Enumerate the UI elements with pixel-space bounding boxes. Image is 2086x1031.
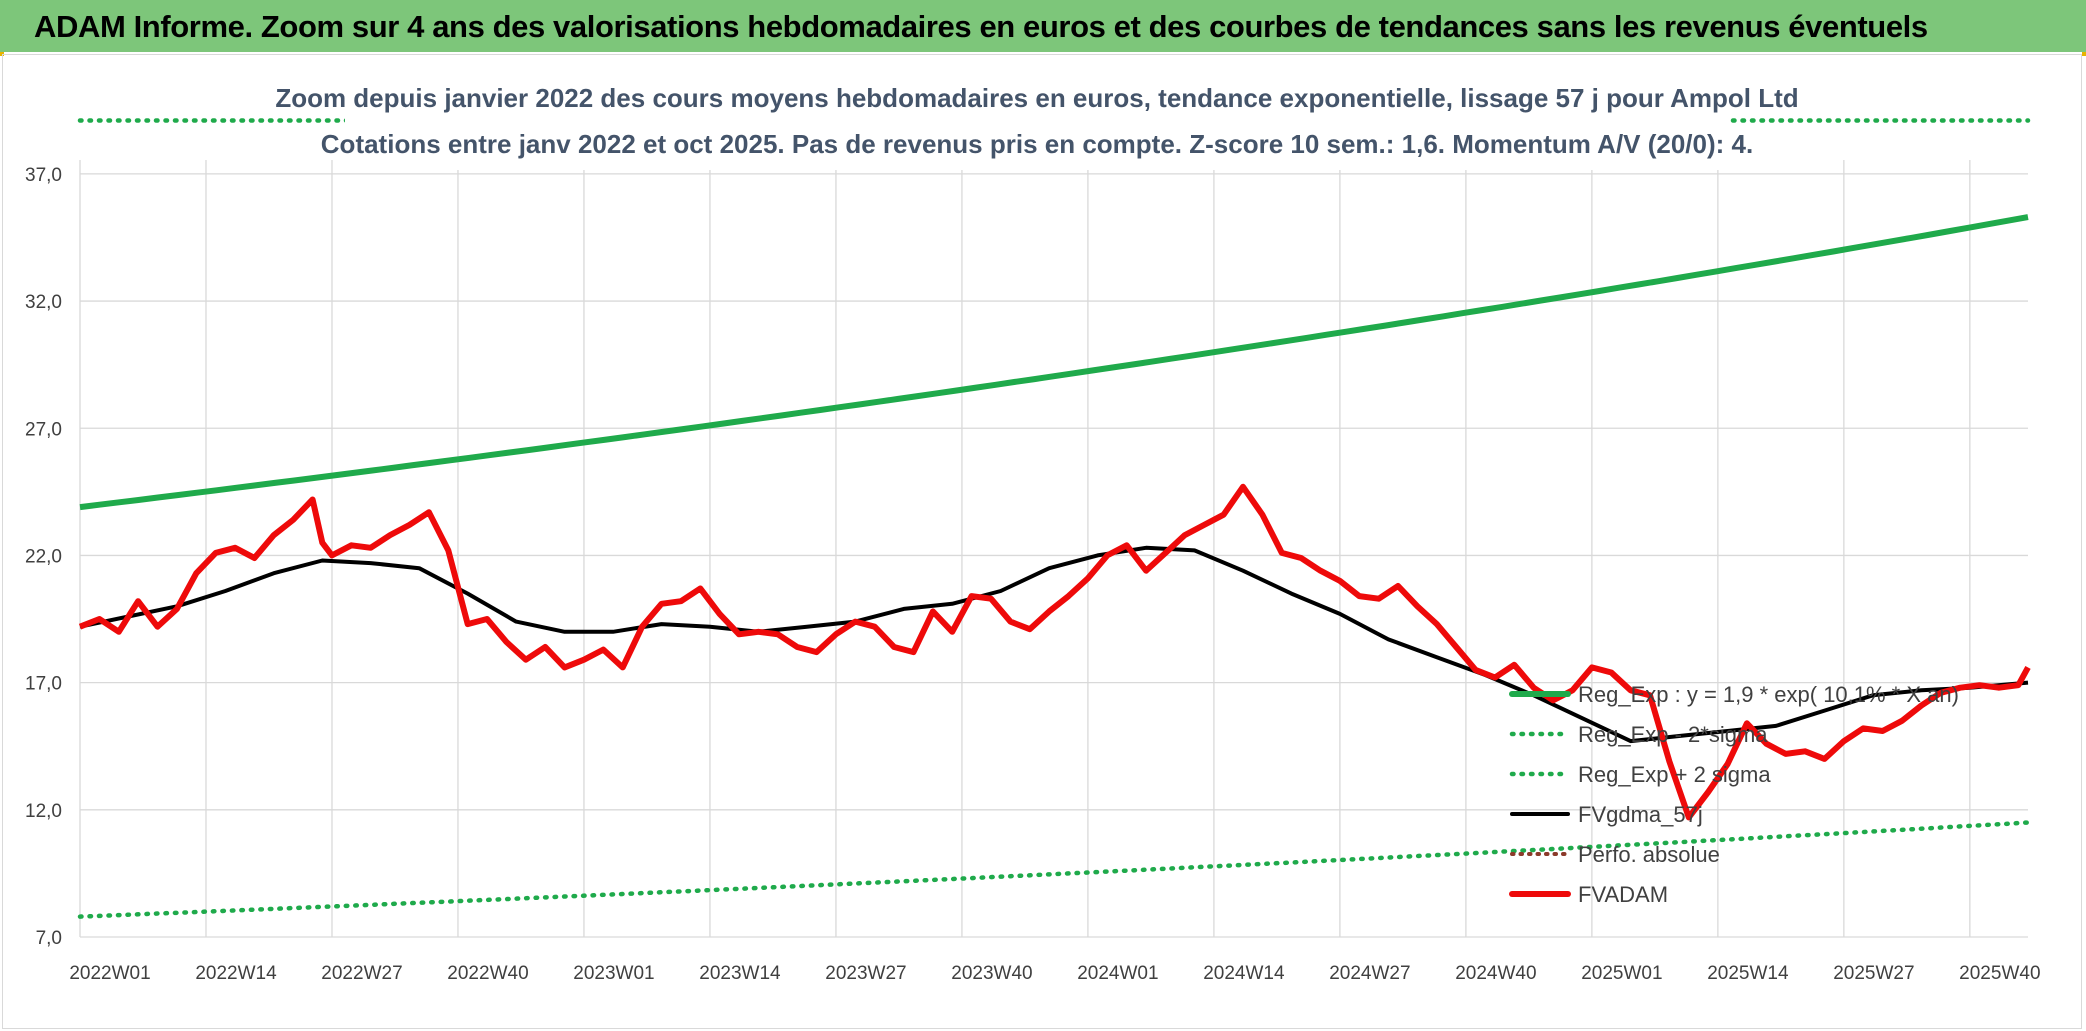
series-fvgdma-57j xyxy=(79,545,2029,744)
x-tick-label: 2022W27 xyxy=(321,963,402,984)
x-tick-label: 2024W40 xyxy=(1455,963,1536,984)
y-tick-label: 7,0 xyxy=(36,928,62,949)
series-layer xyxy=(77,214,2031,919)
y-tick-label: 12,0 xyxy=(25,801,62,822)
legend: Reg_Exp : y = 1,9 * exp( 10,1% * X an) Re… xyxy=(1509,682,1959,907)
y-tick-label: 32,0 xyxy=(25,292,62,313)
legend-label: Reg_Exp + 2 sigma xyxy=(1578,762,1771,787)
subtitle-background xyxy=(345,108,1730,170)
corner-marker-right xyxy=(2082,52,2086,56)
series-fvadam xyxy=(78,483,2031,821)
grid-layer xyxy=(79,160,2028,938)
legend-label: FVADAM xyxy=(1578,882,1668,907)
chart-subtitle-line2: Cotations entre janv 2022 et oct 2025. P… xyxy=(321,129,1753,159)
x-tick-label: 2022W14 xyxy=(195,963,277,984)
header-banner: ADAM Informe. Zoom sur 4 ans des valoris… xyxy=(0,0,2086,52)
legend-label: FVgdma_57j xyxy=(1578,802,1703,827)
x-tick-label: 2023W01 xyxy=(573,963,654,984)
legend-label: Reg_Exp - 2*sigma xyxy=(1578,722,1768,747)
x-tick-label: 2025W27 xyxy=(1833,963,1914,984)
x-tick-label: 2025W40 xyxy=(1959,963,2040,984)
x-tick-label: 2022W01 xyxy=(69,963,150,984)
x-tick-label: 2024W14 xyxy=(1203,963,1285,984)
y-tick-label: 27,0 xyxy=(25,419,62,440)
axis-labels: 7,0 12,0 17,0 22,0 27,0 32,0 37,0 2022W01 2022W1… xyxy=(25,165,2041,984)
chart-frame xyxy=(2,54,2082,1029)
x-tick-label: 2024W27 xyxy=(1329,963,1410,984)
x-tick-label: 2025W14 xyxy=(1707,963,1789,984)
x-tick-label: 2023W40 xyxy=(951,963,1032,984)
x-tick-label: 2024W01 xyxy=(1077,963,1158,984)
legend-label: Reg_Exp : y = 1,9 * exp( 10,1% * X an) xyxy=(1578,682,1959,707)
y-tick-label: 37,0 xyxy=(25,165,62,186)
series-reg-exp-minus-2sigma xyxy=(77,820,2031,919)
x-tick-label: 2023W14 xyxy=(699,963,781,984)
y-tick-label: 22,0 xyxy=(25,546,62,567)
y-tick-label: 17,0 xyxy=(25,674,62,695)
page-title: ADAM Informe. Zoom sur 4 ans des valoris… xyxy=(34,9,1928,44)
x-tick-label: 2023W27 xyxy=(825,963,906,984)
series-reg-exp xyxy=(79,214,2029,511)
x-tick-label: 2022W40 xyxy=(447,963,528,984)
legend-label: Perfo. absolue xyxy=(1578,842,1720,867)
x-tick-label: 2025W01 xyxy=(1581,963,1662,984)
chart-subtitle-line1: Zoom depuis janvier 2022 des cours moyen… xyxy=(275,83,1798,113)
